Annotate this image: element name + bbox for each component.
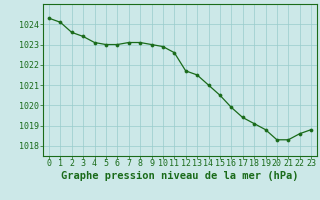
X-axis label: Graphe pression niveau de la mer (hPa): Graphe pression niveau de la mer (hPa): [61, 171, 299, 181]
